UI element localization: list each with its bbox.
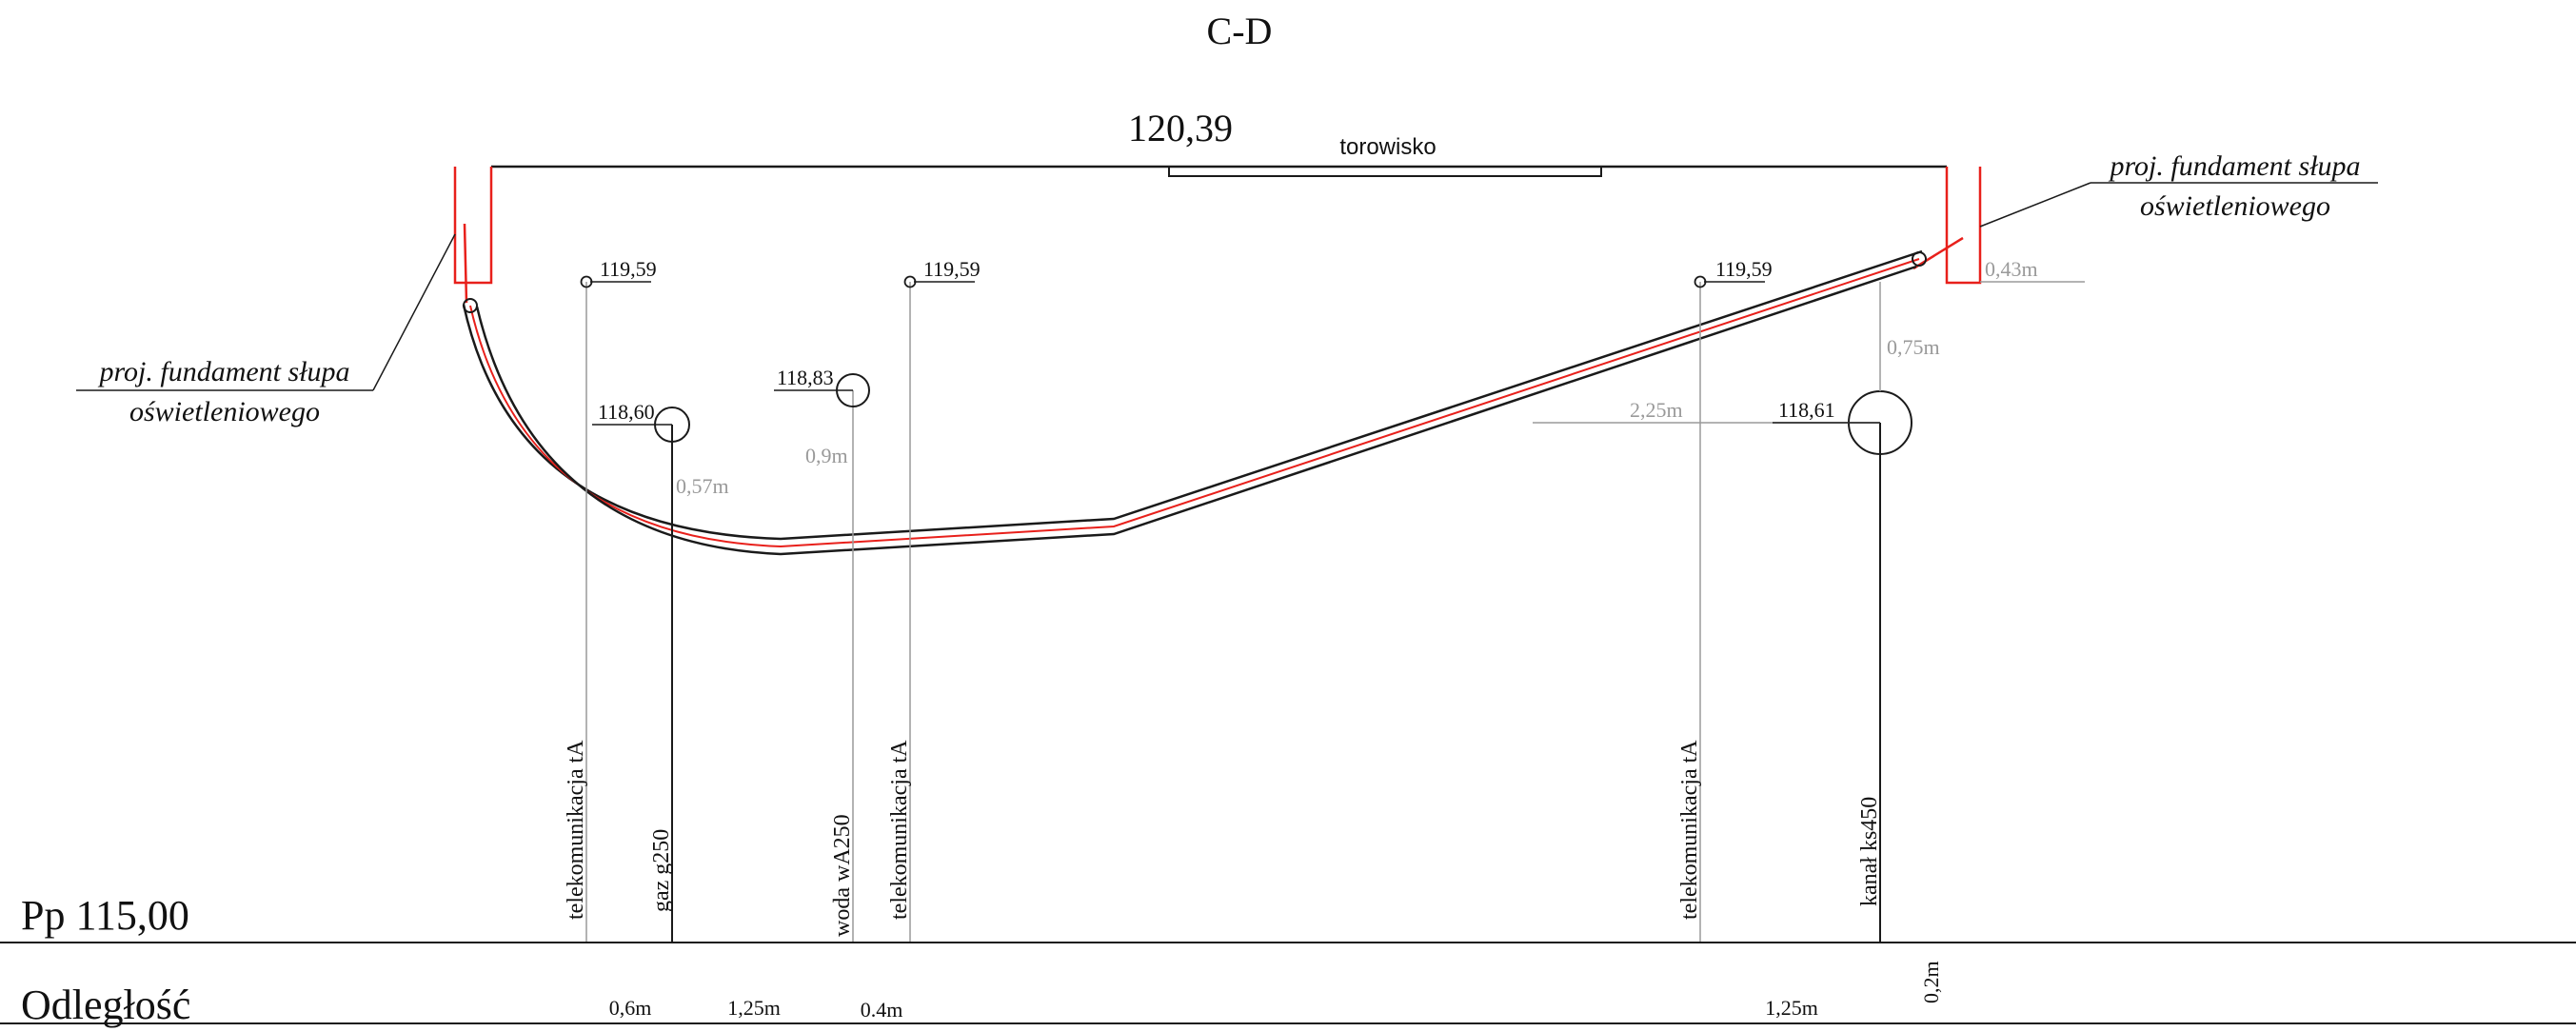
- svg-text:oświetleniowego: oświetleniowego: [2140, 190, 2330, 222]
- gas-pipe: 118,60 0,57m gaz g250: [592, 400, 729, 943]
- svg-text:proj. fundament słupa: proj. fundament słupa: [2108, 150, 2360, 182]
- right-foundation: [1912, 167, 1982, 285]
- right-foundation-label: proj. fundament słupa oświetleniowego: [1979, 150, 2378, 228]
- distance-3: 1,25m: [1765, 996, 1818, 1020]
- sewer-pipe: 118,61 0,75m 2,25m kanał ks450: [1533, 282, 1940, 943]
- foundation-depth-label: 0,43m: [1985, 257, 2038, 281]
- telecom-line-1: 119,59 telekomunikacja tA: [564, 257, 657, 943]
- svg-text:118,60: 118,60: [598, 400, 655, 424]
- cable-duct: [462, 249, 1927, 556]
- svg-text:telekomunikacja tA: telekomunikacja tA: [564, 740, 588, 920]
- svg-text:kanał ks450: kanał ks450: [1857, 797, 1882, 906]
- svg-text:0,57m: 0,57m: [676, 474, 729, 498]
- svg-text:0,9m: 0,9m: [805, 444, 848, 467]
- svg-text:woda wA250: woda wA250: [830, 814, 855, 937]
- distance-1: 1,25m: [727, 996, 781, 1020]
- svg-text:proj. fundament słupa: proj. fundament słupa: [97, 356, 349, 387]
- water-pipe: 118,83 0,9m woda wA250: [774, 366, 870, 943]
- svg-text:119,59: 119,59: [923, 257, 981, 281]
- track-outline: [1168, 167, 1602, 177]
- svg-text:2,25m: 2,25m: [1630, 398, 1683, 422]
- left-foundation: [453, 167, 493, 304]
- distance-0: 0,6m: [609, 996, 652, 1020]
- left-foundation-label: proj. fundament słupa oświetleniowego: [76, 233, 456, 427]
- svg-text:119,59: 119,59: [1715, 257, 1773, 281]
- svg-text:telekomunikacja tA: telekomunikacja tA: [1677, 740, 1702, 920]
- track-label: torowisko: [1339, 134, 1436, 160]
- section-title: C-D: [1207, 10, 1273, 52]
- distance-label: Odległość: [21, 982, 190, 1028]
- svg-text:0,75m: 0,75m: [1887, 335, 1940, 359]
- svg-text:telekomunikacja tA: telekomunikacja tA: [887, 740, 912, 920]
- svg-text:119,59: 119,59: [600, 257, 657, 281]
- surface-elevation: 120,39: [1128, 107, 1233, 149]
- distance-4: 0,2m: [1919, 961, 1943, 1003]
- reference-level-label: Pp 115,00: [21, 892, 189, 939]
- telecom-line-3: 119,59 telekomunikacja tA: [1677, 257, 1773, 943]
- telecom-line-2: 119,59 telekomunikacja tA: [887, 257, 981, 943]
- svg-text:oświetleniowego: oświetleniowego: [129, 396, 320, 427]
- svg-text:118,61: 118,61: [1778, 398, 1835, 422]
- svg-text:gaz g250: gaz g250: [649, 829, 674, 912]
- svg-text:118,83: 118,83: [777, 366, 834, 389]
- distance-2: 0.4m: [861, 998, 903, 1022]
